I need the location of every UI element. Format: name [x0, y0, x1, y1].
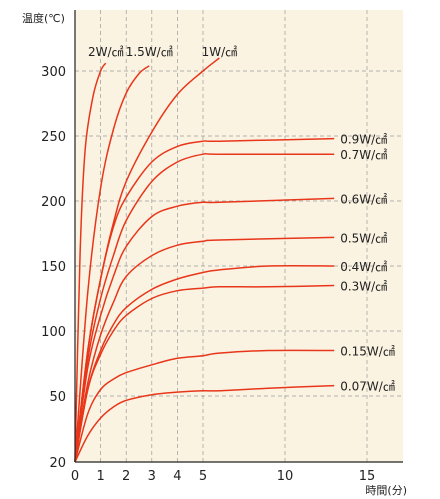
series-label: 1W/㎠	[202, 45, 238, 59]
series-label: 1.5W/㎠	[126, 45, 173, 59]
series-line	[74, 236, 335, 463]
series-line	[74, 197, 335, 463]
series-line	[74, 65, 150, 463]
y-tick-label: 150	[41, 260, 66, 275]
series-label: 0.3W/㎠	[340, 280, 387, 294]
x-tick-label: 1	[96, 469, 104, 484]
x-tick-label: 15	[359, 469, 376, 484]
series-label: 0.6W/㎠	[340, 192, 387, 206]
y-tick-label: 250	[41, 130, 66, 145]
y-tick-label: 100	[41, 325, 66, 340]
y-tick-label: 50	[49, 390, 66, 405]
y-tick-label: 200	[41, 195, 66, 210]
series-line	[74, 62, 107, 463]
x-tick-label: 3	[148, 469, 156, 484]
y-tick-label: 300	[41, 65, 66, 80]
series-line	[74, 284, 335, 463]
series-label: 0.4W/㎠	[340, 260, 387, 274]
series-label: 0.7W/㎠	[340, 148, 387, 162]
x-axis-title: 時間(分)	[365, 484, 407, 497]
x-tick-label: 2	[122, 469, 130, 484]
axes	[74, 10, 403, 463]
series-line	[74, 349, 335, 463]
series-line	[74, 384, 335, 463]
x-tick-label: 5	[199, 469, 207, 484]
series-line	[74, 152, 335, 463]
series-line	[74, 137, 335, 463]
series-label: 0.5W/㎠	[340, 231, 387, 245]
series-label: 2W/㎠	[88, 45, 124, 59]
y-tick-label: 20	[49, 456, 66, 471]
x-tick-label: 10	[277, 469, 294, 484]
series-group	[74, 57, 335, 463]
series-label: 0.07W/㎠	[340, 380, 395, 394]
grid	[75, 10, 403, 462]
x-tick-label: 0	[71, 469, 79, 484]
series-label: 0.15W/㎠	[340, 345, 395, 359]
y-axis-title: 温度(℃)	[22, 11, 65, 25]
tick-labels: 0 1 2 3 4 5 10 15 20 50 100 150 200 250 300	[41, 65, 375, 484]
x-tick-label: 4	[173, 469, 181, 484]
series-line	[74, 264, 335, 463]
series-label: 0.9W/㎠	[340, 133, 387, 147]
